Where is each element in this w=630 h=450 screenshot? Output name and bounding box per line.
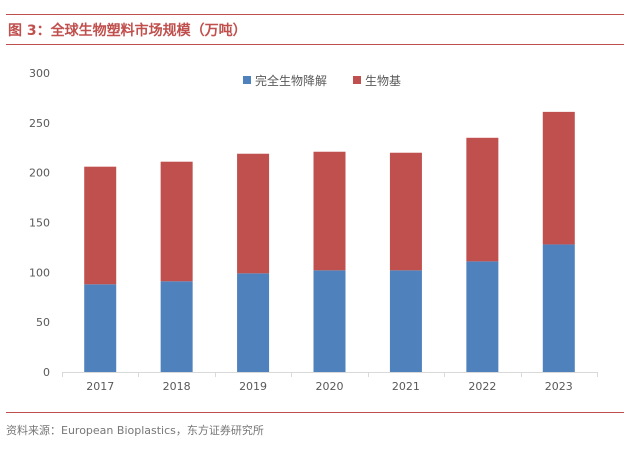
bar-segment bbox=[313, 151, 346, 271]
bar-segment bbox=[237, 153, 270, 274]
bar-segment bbox=[542, 111, 575, 245]
bar-segment bbox=[160, 161, 193, 282]
y-tick-label: 50 bbox=[36, 316, 50, 329]
chart-title: 图 3：全球生物塑料市场规模（万吨） bbox=[8, 23, 247, 39]
bottom-rule bbox=[6, 412, 624, 413]
y-tick-label: 200 bbox=[29, 167, 50, 180]
bar-segment bbox=[389, 152, 422, 271]
y-tick-label: 0 bbox=[43, 366, 50, 379]
x-tick-label: 2020 bbox=[316, 380, 344, 393]
title-rule bbox=[6, 44, 624, 45]
y-axis: 0 50 100 150 200 250 300 bbox=[29, 67, 50, 379]
y-tick-label: 150 bbox=[29, 217, 50, 230]
y-tick-label: 100 bbox=[29, 266, 50, 279]
legend-label: 生物基 bbox=[365, 74, 401, 88]
legend-swatch bbox=[243, 76, 251, 84]
bar-segment bbox=[466, 261, 499, 372]
bars bbox=[84, 111, 575, 372]
top-rule bbox=[6, 14, 624, 15]
legend: 完全生物降解 生物基 bbox=[243, 73, 401, 88]
bar-segment bbox=[84, 284, 117, 372]
x-tick-label: 2023 bbox=[545, 380, 573, 393]
x-tick-label: 2021 bbox=[392, 380, 420, 393]
legend-swatch bbox=[353, 76, 361, 84]
y-tick-label: 250 bbox=[29, 117, 50, 130]
bar-segment bbox=[466, 137, 499, 262]
x-tick-label: 2019 bbox=[239, 380, 267, 393]
bar-segment bbox=[313, 270, 346, 372]
y-tick-label: 300 bbox=[29, 67, 50, 80]
bar-segment bbox=[84, 166, 117, 285]
bar-segment bbox=[542, 244, 575, 372]
bar-segment bbox=[237, 273, 270, 372]
legend-label: 完全生物降解 bbox=[255, 73, 327, 88]
x-tick-label: 2022 bbox=[468, 380, 496, 393]
source-note: 资料来源：European Bioplastics，东方证券研究所 bbox=[6, 424, 264, 437]
bar-segment bbox=[389, 270, 422, 372]
x-axis: 2017 2018 2019 2020 2021 2022 2023 bbox=[62, 372, 598, 393]
x-tick-label: 2018 bbox=[163, 380, 191, 393]
x-tick-label: 2017 bbox=[86, 380, 114, 393]
bar-segment bbox=[160, 281, 193, 372]
